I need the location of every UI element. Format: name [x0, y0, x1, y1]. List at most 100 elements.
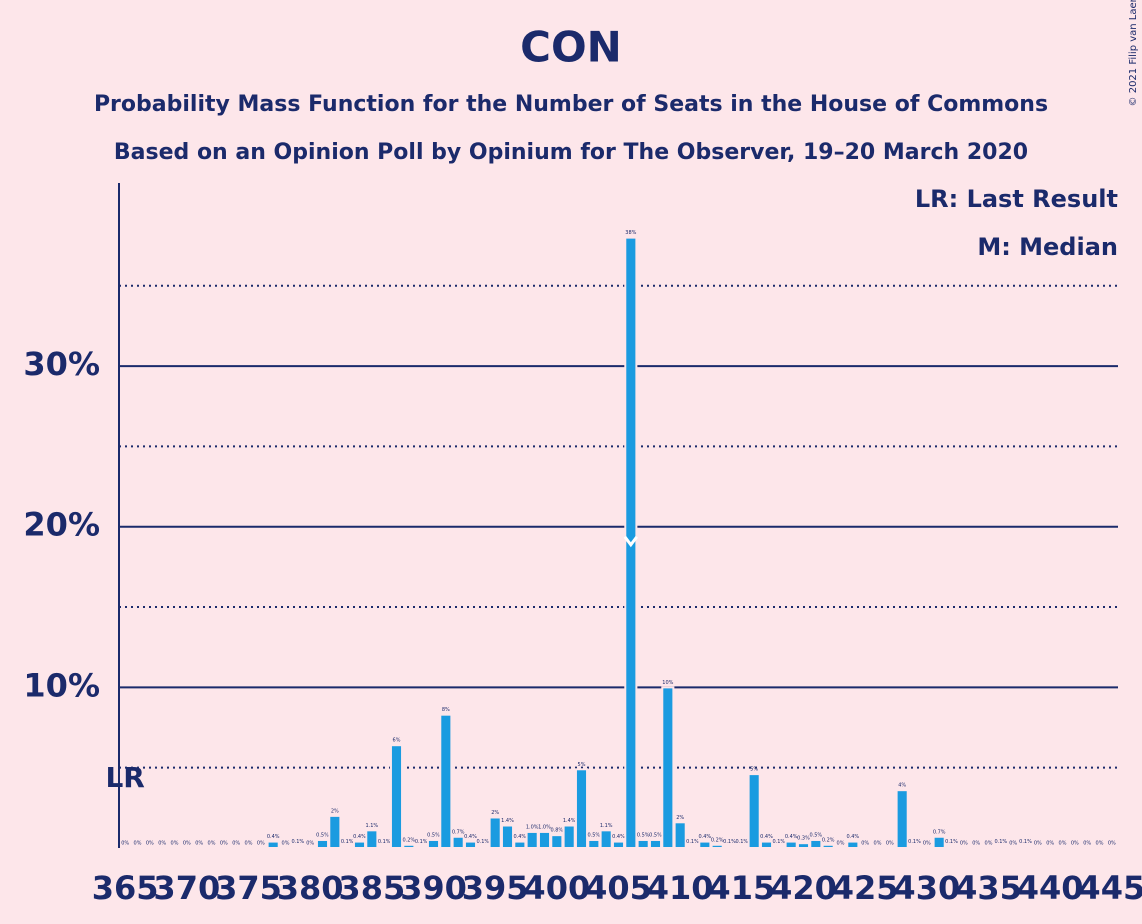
value-label: 0% [121, 841, 129, 847]
bar [994, 845, 1008, 850]
value-label: 0% [1083, 841, 1091, 847]
value-label: 0% [282, 841, 290, 847]
bar [315, 838, 330, 850]
x-tick-label: 425 [832, 869, 899, 907]
bar [402, 843, 416, 849]
bar [488, 816, 502, 849]
bar [476, 845, 490, 850]
value-label: 0.5% [809, 832, 822, 838]
x-tick-label: 435 [955, 869, 1022, 907]
value-label: 0% [1096, 841, 1104, 847]
bar [389, 744, 404, 849]
bar [439, 713, 453, 850]
value-label: 1.1% [600, 823, 613, 829]
value-label: 1.0% [538, 824, 551, 830]
chart-title: CON [520, 23, 622, 72]
value-label: 0% [1009, 841, 1017, 847]
value-label: 0.5% [637, 832, 650, 838]
bar [599, 829, 613, 850]
bar [537, 830, 552, 849]
value-label: 0.4% [267, 834, 280, 840]
bar [426, 838, 441, 850]
value-label: 0.8% [550, 828, 563, 834]
value-label: 0% [134, 841, 142, 847]
bar [291, 845, 305, 850]
bar [735, 845, 749, 850]
x-tick-label: 395 [462, 869, 529, 907]
bar [932, 835, 946, 850]
value-label: 0% [1034, 841, 1042, 847]
value-label: 0.1% [291, 839, 304, 845]
value-label: 0.2% [402, 837, 415, 843]
value-label: 0.4% [760, 834, 773, 840]
value-label: 0.4% [464, 834, 477, 840]
x-tick-label: 420 [770, 869, 837, 907]
value-label: 0.7% [452, 829, 465, 835]
x-tick-label: 445 [1078, 869, 1142, 907]
last-result-label: LR [105, 761, 144, 794]
value-label: 0.1% [945, 839, 958, 845]
bar [895, 789, 909, 849]
bar [685, 845, 700, 850]
subtitle: Based on an Opinion Poll by Opinium for … [114, 140, 1028, 165]
value-label: 0.1% [1019, 839, 1032, 845]
value-label: 0.2% [711, 837, 724, 843]
value-label: 0.1% [994, 839, 1007, 845]
value-label: 2% [676, 815, 684, 821]
value-label: 0% [220, 841, 228, 847]
value-label: 0.2% [822, 837, 835, 843]
value-label: 0.1% [772, 839, 785, 845]
bar [648, 838, 663, 850]
bar [821, 843, 835, 849]
bar [562, 824, 576, 850]
bar [611, 840, 626, 850]
bar [266, 840, 280, 850]
x-tick-label: 365 [92, 869, 159, 907]
bar [365, 829, 379, 850]
value-label: 0% [923, 841, 931, 847]
x-tick-label: 375 [215, 869, 282, 907]
value-label: 0.1% [341, 839, 354, 845]
value-label: 38% [625, 230, 636, 236]
value-label: 0% [1108, 841, 1116, 847]
bar [636, 838, 650, 850]
bar [451, 835, 465, 850]
value-label: 0.4% [353, 834, 366, 840]
value-label: 1.1% [365, 823, 378, 829]
value-label: 0.1% [415, 839, 428, 845]
value-label: 0.4% [513, 834, 526, 840]
bar [759, 840, 774, 850]
subtitle: Probability Mass Function for the Number… [94, 92, 1048, 117]
value-label: 5% [578, 762, 586, 768]
value-label: 0% [306, 841, 314, 847]
value-label: 1.4% [563, 818, 576, 824]
value-label: 0.4% [698, 834, 711, 840]
value-label: 0% [985, 841, 993, 847]
value-label: 0% [146, 841, 154, 847]
value-label: 5% [750, 767, 758, 773]
value-label: 8% [442, 707, 450, 713]
bar [352, 840, 367, 850]
value-label: 0.4% [846, 834, 859, 840]
bar [500, 824, 515, 850]
value-label: 0.7% [933, 829, 946, 835]
value-label: 0% [837, 841, 845, 847]
value-label: 2% [331, 808, 339, 814]
x-tick-label: 370 [153, 869, 220, 907]
x-tick-label: 405 [585, 869, 652, 907]
y-tick-label: 20% [23, 506, 100, 544]
value-label: 0% [171, 841, 179, 847]
value-label: 4% [898, 783, 906, 789]
bar [944, 845, 959, 850]
value-label: 0.5% [427, 832, 440, 838]
y-tick-label: 10% [23, 666, 100, 704]
value-label: 0.1% [723, 839, 736, 845]
x-tick-label: 380 [277, 869, 344, 907]
median-marker [623, 535, 639, 548]
bar [673, 821, 687, 849]
bar [574, 768, 589, 850]
x-tick-label: 390 [400, 869, 467, 907]
legend-entry: LR: Last Result [915, 185, 1118, 213]
x-tick-label: 430 [893, 869, 960, 907]
